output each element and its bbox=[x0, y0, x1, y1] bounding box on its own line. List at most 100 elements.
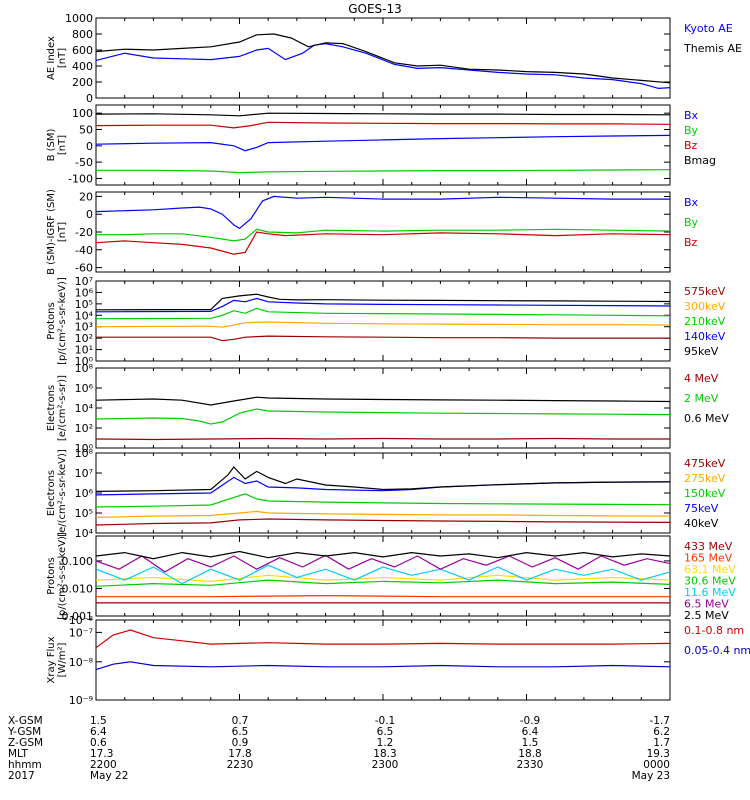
panel-frame-3 bbox=[95, 191, 671, 273]
y-axis-label: B (SM)-IGRF (SM)[nT] bbox=[46, 189, 68, 275]
y-tick-label: 10² bbox=[75, 422, 93, 435]
y-tick-label: 10⁴ bbox=[75, 309, 94, 322]
footer-row-label: hhmm bbox=[8, 759, 42, 771]
legend-6.5-MeV: 6.5 MeV bbox=[684, 598, 729, 611]
legend-40keV: 40keV bbox=[684, 517, 719, 530]
y-tick-label: 0.001 bbox=[62, 610, 94, 623]
y-axis-label-line: Protons bbox=[46, 302, 57, 339]
y-tick-label: 0.010 bbox=[62, 582, 94, 595]
series-line-63.1-MeV bbox=[95, 574, 671, 583]
legend-By: By bbox=[684, 124, 699, 137]
y-axis-label-line: [p/(cm²-s-sr-keV)] bbox=[57, 532, 68, 620]
series-line-Bz bbox=[95, 121, 671, 129]
series-line-75keV bbox=[95, 476, 671, 496]
legend-Bz: Bz bbox=[684, 139, 698, 152]
footer-value: 2300 bbox=[372, 759, 399, 771]
footer-value: 18.3 bbox=[373, 748, 396, 760]
y-axis-label-line: [nT] bbox=[57, 135, 68, 155]
y-axis-label-line: AE Index bbox=[46, 36, 57, 80]
y-axis-label-line: Xray Flux bbox=[46, 636, 57, 683]
y-axis-label-line: [e/(cm²-s-sr)] bbox=[57, 375, 68, 441]
footer-value: 6.4 bbox=[90, 726, 107, 738]
footer-value: 18.8 bbox=[518, 748, 541, 760]
footer-value: May 23 bbox=[632, 770, 670, 782]
y-axis-label-line: Electrons bbox=[46, 470, 57, 516]
y-axis-label-line: [p/(cm²-s-sr-keV)] bbox=[57, 277, 68, 365]
y-tick-label: 100 bbox=[72, 107, 93, 120]
footer-value: 1.5 bbox=[90, 715, 107, 727]
legend-Themis-AE: Themis AE bbox=[683, 42, 742, 55]
series-line-By bbox=[96, 169, 671, 174]
panel-frame-2 bbox=[95, 104, 671, 186]
y-tick-label: -20 bbox=[75, 226, 93, 239]
footer-value: 6.5 bbox=[232, 726, 249, 738]
legend-150keV: 150keV bbox=[684, 487, 726, 500]
series-line-300keV bbox=[95, 321, 671, 328]
footer-value: 17.3 bbox=[90, 748, 113, 760]
footer-value: 19.3 bbox=[647, 748, 670, 760]
footer-value: 0.7 bbox=[232, 715, 249, 727]
y-tick-label: 200 bbox=[72, 76, 93, 89]
series-line-575keV bbox=[96, 335, 670, 342]
legend-4-MeV: 4 MeV bbox=[684, 372, 719, 385]
y-axis-label: Electrons[e/(cm²-s-sr)] bbox=[46, 375, 68, 441]
panel-frame-5 bbox=[95, 367, 671, 449]
footer-value: 6.4 bbox=[522, 726, 539, 738]
series-line-0.05-0.4-nm bbox=[95, 661, 671, 671]
y-tick-label: 600 bbox=[72, 44, 93, 57]
y-tick-label: 10⁻⁷ bbox=[69, 626, 93, 639]
series-line-140keV bbox=[95, 297, 671, 313]
series-line-Bmag bbox=[95, 112, 671, 117]
footer-value: 0000 bbox=[643, 759, 670, 771]
panel-frame-8 bbox=[95, 619, 671, 701]
y-tick-label: 10⁶ bbox=[75, 487, 94, 500]
y-tick-label: 10⁰ bbox=[75, 442, 94, 455]
series-line-40keV bbox=[95, 466, 671, 492]
legend-433-MeV: 433 MeV bbox=[684, 540, 733, 553]
legend-0.1-0.8-nm: 0.1-0.8 nm bbox=[684, 624, 744, 637]
legend-2.5-MeV: 2.5 MeV bbox=[684, 609, 729, 622]
series-line-150keV bbox=[95, 493, 671, 508]
legend-475keV: 475keV bbox=[684, 457, 726, 470]
y-tick-label: 20 bbox=[79, 190, 93, 203]
footer-value: 6.5 bbox=[377, 726, 394, 738]
legend-275keV: 275keV bbox=[684, 472, 726, 485]
y-tick-label: 10⁰ bbox=[75, 355, 94, 368]
legend-63.1-MeV: 63.1 MeV bbox=[684, 563, 736, 576]
panel-frame-7 bbox=[95, 535, 671, 617]
y-axis-label: Protons[p/(cm²-s-sr-keV)] bbox=[46, 277, 68, 365]
series-line-11.6-MeV bbox=[95, 564, 671, 585]
y-axis-label-line: B (SM)-IGRF (SM) bbox=[46, 189, 57, 275]
y-axis-label: Xray Flux[W/m²] bbox=[46, 636, 68, 683]
y-tick-label: 10² bbox=[75, 332, 93, 345]
legend-575keV: 575keV bbox=[684, 285, 726, 298]
series-line-By bbox=[96, 228, 671, 242]
legend-11.6-MeV: 11.6 MeV bbox=[684, 586, 736, 599]
y-tick-label: 10⁸ bbox=[75, 447, 94, 460]
legend-75keV: 75keV bbox=[684, 502, 719, 515]
y-tick-label: 800 bbox=[72, 28, 93, 41]
y-tick-label: 0 bbox=[86, 208, 93, 221]
y-tick-label: -50 bbox=[75, 156, 93, 169]
series-line-275keV bbox=[95, 510, 671, 518]
y-tick-label: -100 bbox=[68, 172, 93, 185]
y-tick-label: 10⁸ bbox=[75, 362, 94, 375]
panel-frame-4 bbox=[95, 280, 671, 362]
y-axis-label: Protons[p/(cm²-s-sr-keV)] bbox=[46, 532, 68, 620]
series-line-Themis-AE bbox=[95, 33, 671, 84]
footer-value: May 22 bbox=[90, 770, 128, 782]
footer-value: 2330 bbox=[517, 759, 544, 771]
y-tick-label: 0.100 bbox=[62, 555, 94, 568]
footer-row-label: 2017 bbox=[8, 770, 35, 782]
series-line-2-MeV bbox=[95, 408, 671, 425]
series-line-210keV bbox=[95, 307, 671, 320]
y-tick-label: 10⁵ bbox=[75, 507, 93, 520]
legend-165-MeV: 165 MeV bbox=[684, 552, 733, 565]
y-tick-label: 10⁶ bbox=[75, 382, 94, 395]
footer-row-label: X-GSM bbox=[8, 715, 43, 727]
legend-300keV: 300keV bbox=[684, 300, 726, 313]
footer-value: 1.5 bbox=[522, 737, 539, 749]
footer-value: 0.6 bbox=[90, 737, 107, 749]
